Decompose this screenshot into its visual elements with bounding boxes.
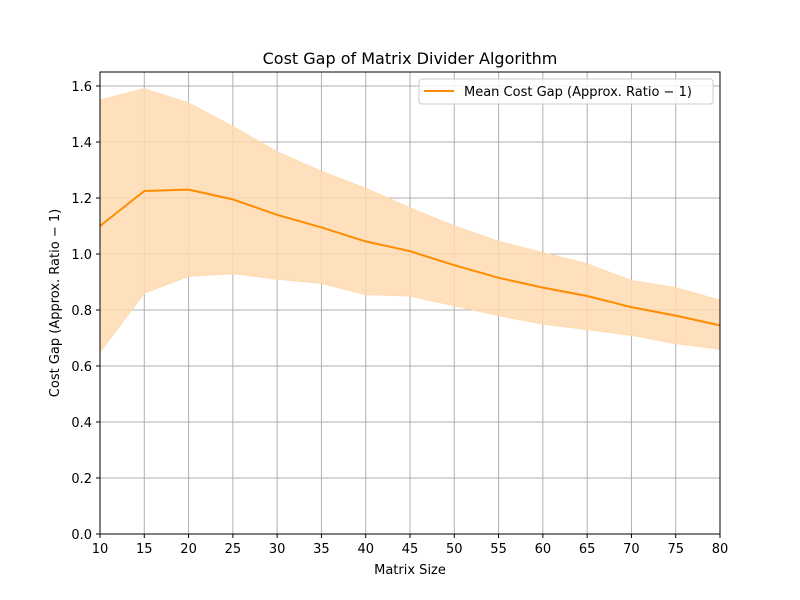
x-tick-label-4: 30 [269,542,286,557]
series-line-0 [99,188,721,327]
y-tick-label-1: 0.2 [71,472,92,487]
x-tick-label-1: 15 [136,542,153,557]
x-tick-label-11: 65 [579,542,596,557]
y-axis-label: Cost Gap (Approx. Ratio − 1) [48,209,63,397]
x-tick-label-14: 80 [712,542,729,557]
x-tick-label-6: 40 [357,542,374,557]
x-tick-label-5: 35 [313,542,330,557]
chart-title: Cost Gap of Matrix Divider Algorithm [263,49,558,68]
legend-label: Mean Cost Gap (Approx. Ratio − 1) [464,85,692,100]
line-layer [99,188,721,327]
y-tick-label-8: 1.6 [71,80,92,95]
legend: Mean Cost Gap (Approx. Ratio − 1) [418,78,714,105]
y-tick-label-0: 0.0 [71,528,92,543]
x-tick-label-9: 55 [490,542,507,557]
x-tick-label-13: 75 [667,542,684,557]
legend-box [418,78,714,105]
y-tick-label-6: 1.2 [71,192,92,207]
y-tick-label-7: 1.4 [71,136,92,151]
tick-layer: 10 15 20 25 30 35 40 45 50 55 60 65 70 75 80 0.0 0.2 0.4 0… [71,80,728,557]
y-tick-label-3: 0.6 [71,360,92,375]
y-tick-label-4: 0.8 [71,304,92,319]
x-tick-label-3: 25 [225,542,242,557]
x-tick-label-12: 70 [623,542,640,557]
y-tick-label-2: 0.4 [71,416,92,431]
x-axis-label: Matrix Size [374,563,446,578]
y-tick-label-5: 1.0 [71,248,92,263]
x-tick-label-2: 20 [180,542,197,557]
x-tick-label-0: 10 [92,542,109,557]
x-tick-label-7: 45 [402,542,419,557]
x-tick-label-10: 60 [535,542,552,557]
x-tick-label-8: 50 [446,542,463,557]
